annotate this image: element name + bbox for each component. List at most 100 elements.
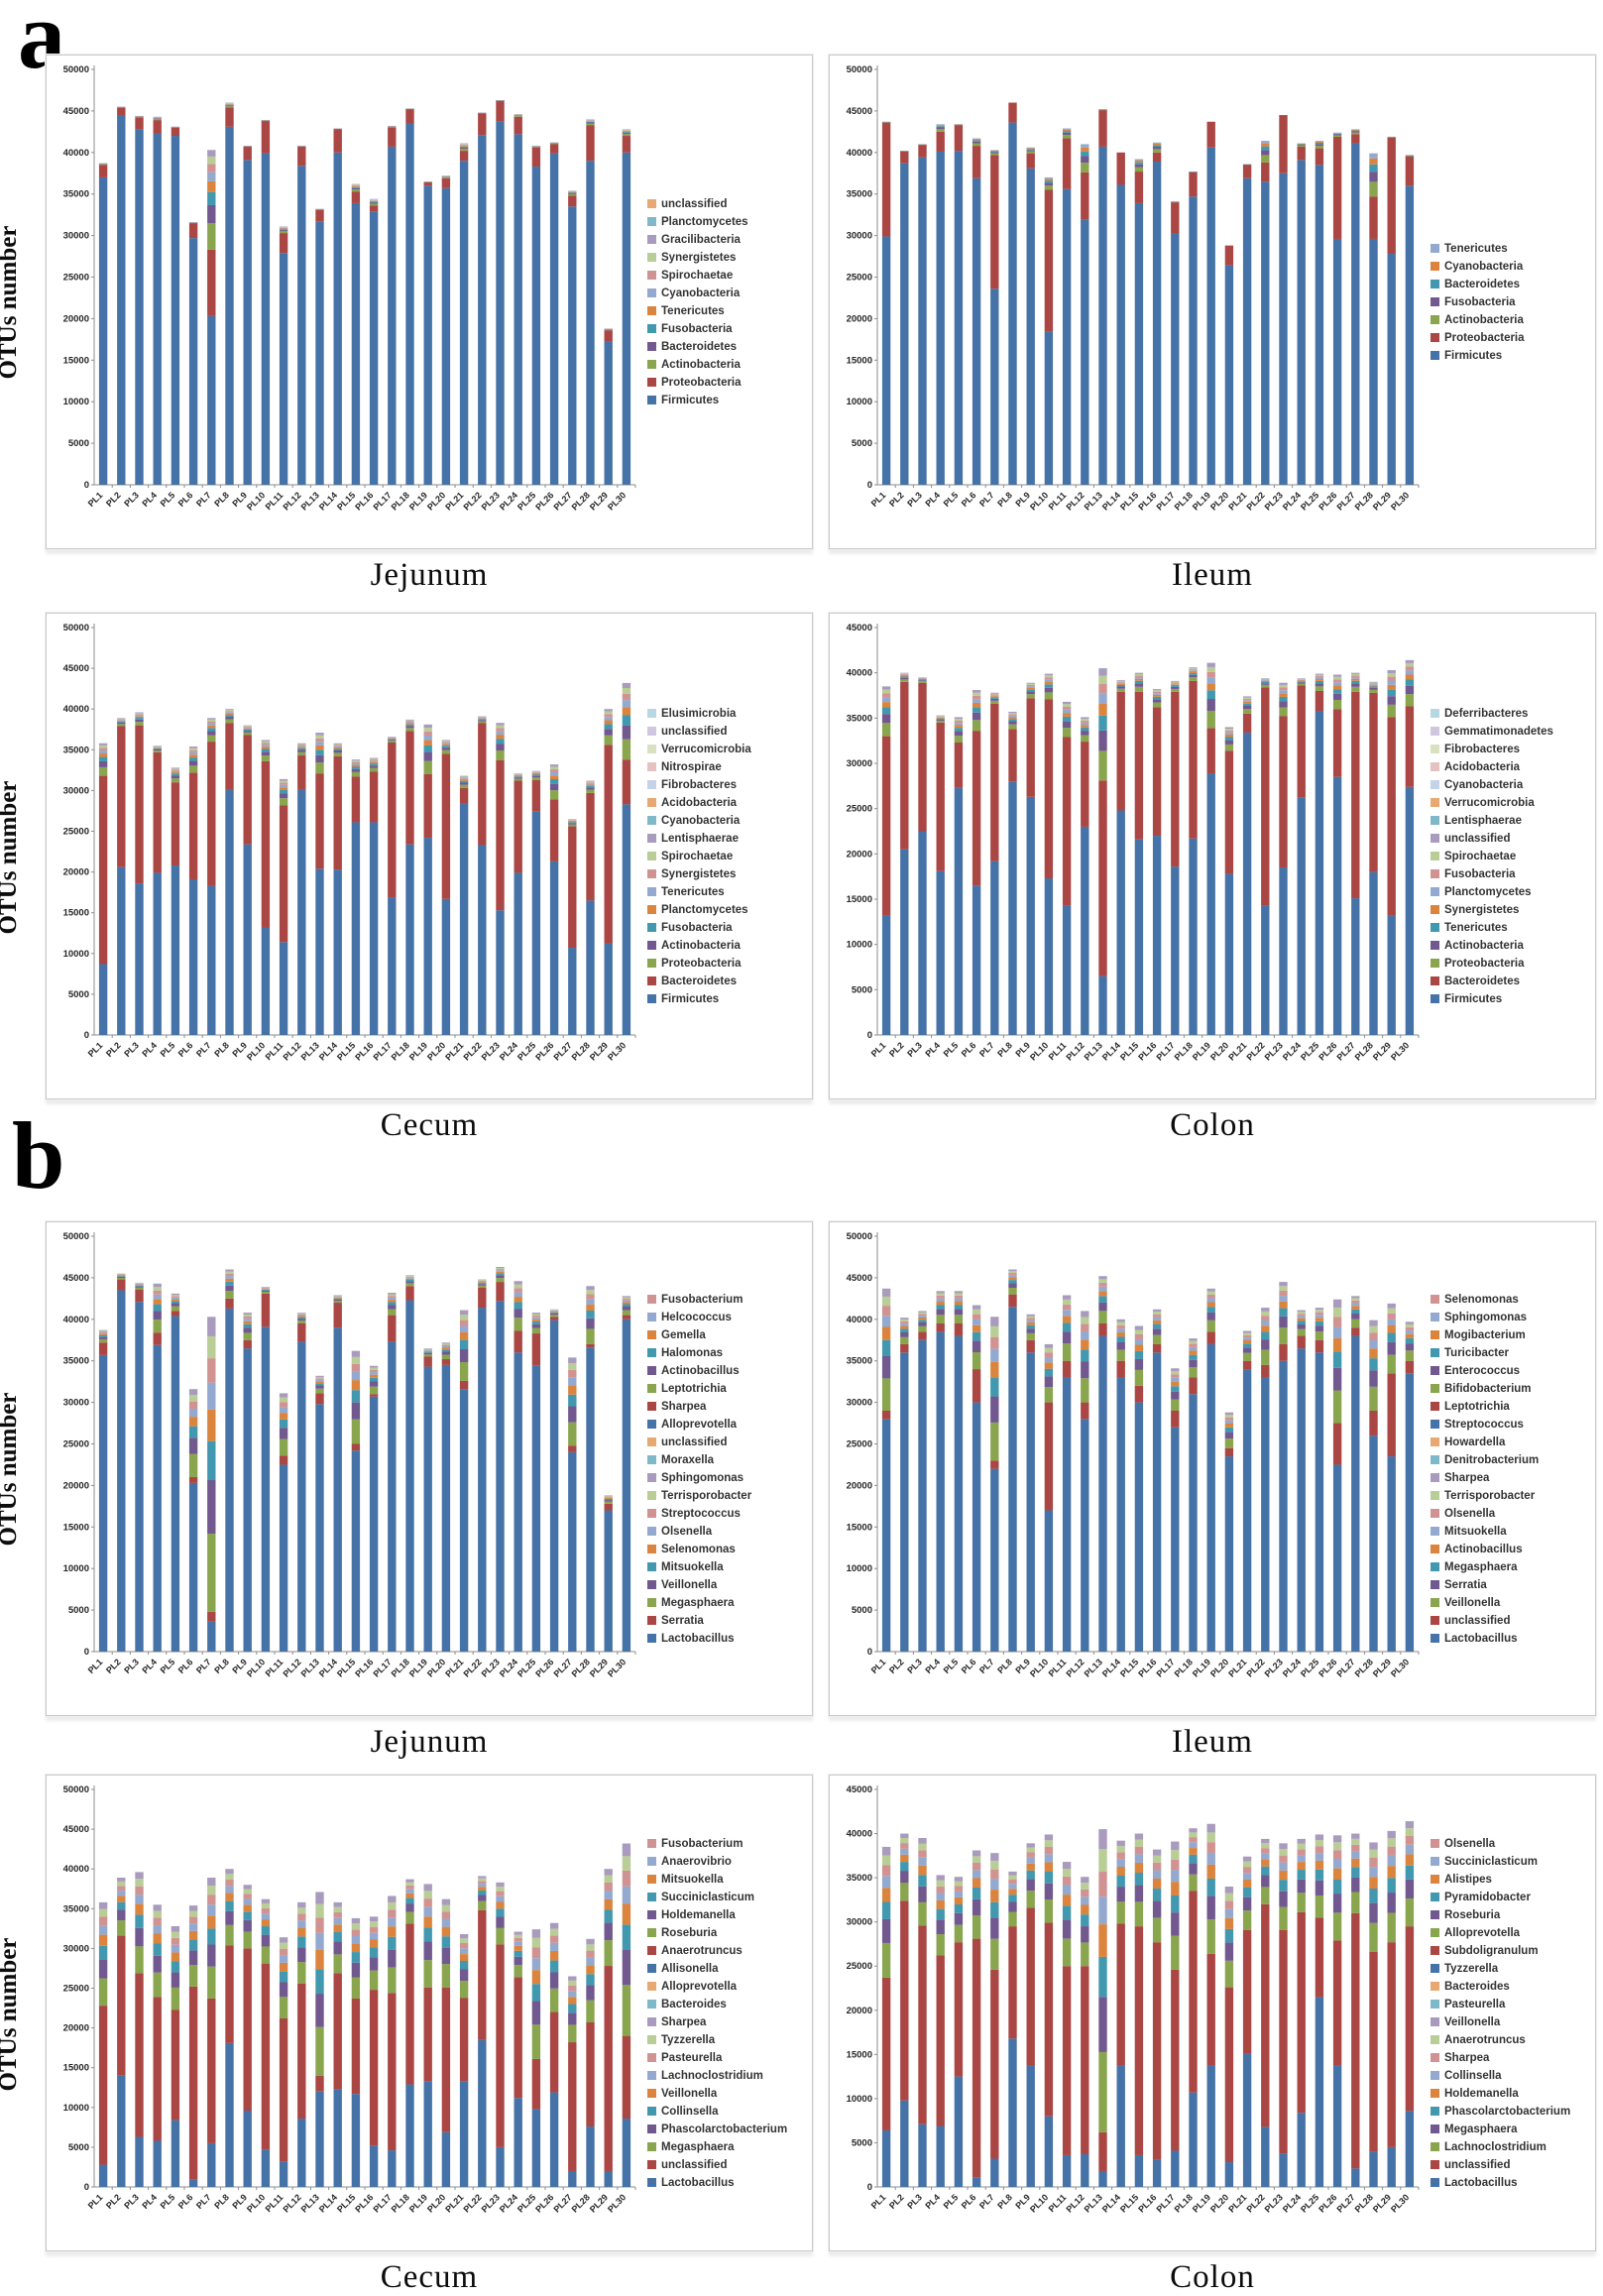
legend-swatch-icon	[647, 1437, 656, 1446]
bar-segment-minor	[388, 1310, 396, 1316]
bar-segment-minor	[1316, 1853, 1323, 1861]
bar-segment-minor	[1298, 1862, 1306, 1870]
legend-item: Leptotrichia	[1431, 1401, 1593, 1413]
bar-segment-minor	[1243, 1335, 1251, 1337]
bar-segment-minor	[99, 1960, 107, 1979]
bar-PL11	[280, 1393, 287, 1652]
bar-segment-minor	[515, 1946, 522, 1951]
bar-segment-mid	[586, 793, 594, 901]
bar-segment-minor	[1298, 1849, 1306, 1855]
x-tick-label: PL24	[498, 1040, 519, 1062]
bar-segment-minor	[1135, 675, 1143, 677]
y-tick-label: 25000	[847, 1439, 872, 1450]
bar-segment-minor	[442, 1342, 450, 1343]
bar-segment-minor	[172, 1952, 179, 1961]
legend-label: Lentisphaerae	[1444, 815, 1522, 827]
bar-segment-minor	[900, 1883, 908, 1900]
legend-item: Tenericutes	[647, 305, 810, 317]
bar-segment-minor	[1117, 682, 1125, 683]
legend-label: Serratia	[1444, 1579, 1487, 1591]
bar-segment-mid	[1388, 138, 1396, 254]
bar-segment-minor	[1406, 663, 1414, 666]
bar-segment-minor	[955, 1892, 963, 1897]
bar-segment-minor	[1333, 1317, 1341, 1326]
bar-PL1	[882, 686, 890, 1035]
bar-segment-base	[1225, 1456, 1233, 1652]
bar-PL4	[154, 746, 162, 1035]
bar-segment-minor	[1081, 152, 1088, 157]
legend-item: Bifidobacterium	[1431, 1383, 1593, 1395]
bar-segment-minor	[918, 1850, 926, 1857]
bar-segment-mid	[900, 1900, 908, 2100]
bar-segment-minor	[297, 1317, 305, 1318]
x-tick-label: PL22	[1244, 490, 1266, 512]
bar-segment-minor	[955, 1293, 963, 1295]
bar-segment-minor	[1243, 704, 1251, 706]
legend-swatch-icon	[647, 905, 656, 914]
legend-label: Spirochaetae	[661, 851, 733, 862]
bar-segment-minor	[1063, 707, 1071, 710]
legend-label: Bifidobacterium	[1444, 1383, 1532, 1395]
x-tick-label: PL4	[140, 2192, 159, 2211]
bar-segment-minor	[315, 1380, 323, 1382]
bar-segment-minor	[280, 227, 287, 228]
bar-PL5	[955, 124, 963, 485]
bar-segment-minor	[315, 736, 323, 739]
bar-segment-base	[623, 804, 630, 1035]
bar-segment-mid	[388, 128, 396, 147]
bar-segment-minor	[388, 740, 396, 741]
bar-segment-minor	[918, 1838, 926, 1844]
bar-segment-mid	[388, 743, 396, 897]
bar-segment-minor	[352, 1372, 360, 1381]
bar-segment-mid	[460, 788, 468, 804]
bar-segment-minor	[1333, 1391, 1341, 1424]
bar-segment-minor	[1207, 1313, 1215, 1320]
bar-PL13	[315, 1892, 323, 2187]
bar-segment-minor	[1098, 1957, 1106, 1997]
x-tick-label: PL20	[1208, 490, 1230, 512]
bar-segment-minor	[207, 205, 215, 223]
x-tick-label: PL29	[588, 2192, 610, 2214]
bar-segment-base	[918, 1340, 926, 1652]
bar-segment-base	[1279, 173, 1287, 485]
legend-swatch-icon	[1431, 2035, 1439, 2044]
bar-segment-minor	[1351, 133, 1359, 135]
bar-segment-minor	[154, 747, 162, 748]
bar-segment-minor	[1261, 1839, 1269, 1843]
legend-item: Bacteroides	[647, 1999, 810, 2010]
bar-segment-minor	[515, 1309, 522, 1318]
x-tick-label: PL11	[264, 1040, 286, 1062]
bar-segment-base	[550, 154, 558, 485]
bar-segment-minor	[990, 695, 998, 696]
bar-segment-minor	[990, 1879, 998, 1890]
legend-item: Firmicutes	[1431, 350, 1593, 362]
legend-item: Anaerotruncus	[647, 1945, 810, 1957]
bar-segment-minor	[1225, 731, 1233, 733]
bar-segment-minor	[937, 128, 945, 130]
bar-segment-minor	[937, 1875, 945, 1880]
bar-segment-base	[315, 868, 323, 1035]
bar-segment-base	[370, 211, 378, 485]
bar-segment-mid	[955, 1323, 963, 1336]
bar-segment-minor	[1333, 1850, 1341, 1859]
bar-segment-base	[1351, 1336, 1359, 1652]
bar-PL22	[478, 717, 486, 1035]
bar-PL12	[1081, 1877, 1088, 2187]
legend-label: Spirochaetae	[661, 270, 733, 282]
x-tick-label: PL24	[498, 1657, 519, 1678]
bar-segment-minor	[1027, 148, 1035, 149]
bar-segment-mid	[262, 1294, 270, 1327]
bar-segment-minor	[937, 1894, 945, 1900]
bar-PL12	[297, 1313, 305, 1652]
bar-segment-minor	[1117, 1322, 1125, 1325]
bar-segment-mid	[1045, 1923, 1053, 2117]
y-tick-label: 20000	[847, 313, 872, 324]
bar-segment-minor	[990, 1890, 998, 1902]
bar-segment-minor	[424, 725, 432, 728]
bar-segment-minor	[1045, 1872, 1053, 1884]
legend-swatch-icon	[647, 1982, 656, 1991]
legend-swatch-icon	[647, 1875, 656, 1884]
bar-segment-minor	[900, 1328, 908, 1332]
bar-segment-base	[460, 2081, 468, 2187]
bar-segment-minor	[352, 769, 360, 772]
